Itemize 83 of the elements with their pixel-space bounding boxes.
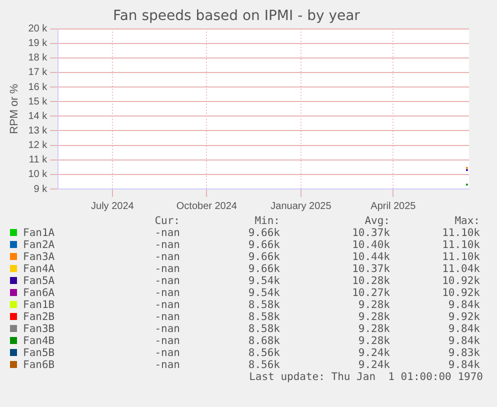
text: -nan bbox=[154, 311, 180, 323]
text: -nan bbox=[154, 335, 180, 347]
text: 9.24k bbox=[357, 347, 390, 359]
text: -nan bbox=[154, 263, 180, 275]
y-tick-label: 16 k bbox=[28, 82, 48, 93]
text: 9.54k bbox=[247, 287, 280, 299]
text: 9.24k bbox=[357, 359, 390, 371]
legend-label: Fan1A bbox=[22, 227, 56, 239]
text: -nan bbox=[154, 347, 180, 359]
text: 9.28k bbox=[357, 311, 390, 323]
text: 11.04k bbox=[441, 263, 480, 275]
text: -nan bbox=[154, 239, 180, 251]
text: 9.66k bbox=[247, 227, 280, 239]
text: 9.66k bbox=[247, 251, 280, 263]
text: 10.37k bbox=[351, 227, 390, 239]
text: 9.28k bbox=[357, 335, 390, 347]
text: 8.68k bbox=[247, 335, 280, 347]
legend-label: Fan4B bbox=[22, 335, 56, 347]
legend-label: Fan5A bbox=[22, 275, 56, 287]
y-tick-label: 10 k bbox=[28, 169, 48, 180]
legend-label: Fan3A bbox=[22, 251, 56, 263]
text: -nan bbox=[154, 359, 180, 371]
text: 8.58k bbox=[247, 323, 280, 335]
text: Last update: Thu Jan 1 01:00:00 1970 bbox=[248, 371, 483, 383]
legend-label: Fan3B bbox=[22, 323, 56, 335]
text: Avg: bbox=[364, 215, 390, 227]
y-tick-label: 13 k bbox=[28, 125, 48, 136]
legend-label: Fan6A bbox=[22, 287, 56, 299]
text: 8.56k bbox=[247, 359, 280, 371]
y-tick-label: 14 k bbox=[28, 110, 48, 122]
text: 10.92k bbox=[441, 287, 480, 299]
chart-title: Fan speeds based on IPMI - by year bbox=[113, 8, 360, 24]
text: 9.54k bbox=[247, 275, 280, 287]
text: -nan bbox=[154, 287, 180, 299]
text: 9.66k bbox=[247, 263, 280, 275]
text: -nan bbox=[154, 299, 180, 311]
legend-label: Fan2A bbox=[22, 239, 56, 251]
text: Min: bbox=[254, 215, 280, 227]
x-tick-label: January 2025 bbox=[270, 200, 332, 212]
text: 10.27k bbox=[351, 287, 390, 299]
text: 9.84k bbox=[447, 359, 480, 371]
text: 9.84k bbox=[447, 299, 480, 311]
text: 10.92k bbox=[441, 275, 480, 287]
text: 9.84k bbox=[447, 335, 480, 347]
text: 8.56k bbox=[247, 347, 280, 359]
y-tick-label: 11 k bbox=[28, 154, 48, 166]
x-tick-label: October 2024 bbox=[176, 200, 238, 212]
text: -nan bbox=[154, 251, 180, 263]
y-tick-label: 20 k bbox=[28, 24, 48, 35]
text: 11.10k bbox=[441, 239, 480, 251]
text: Cur: bbox=[154, 215, 180, 227]
text: 11.10k bbox=[441, 251, 480, 263]
y-tick-label: 15 k bbox=[28, 96, 48, 108]
legend-label: Fan1B bbox=[22, 299, 56, 311]
text: 9.28k bbox=[357, 299, 390, 311]
text: -nan bbox=[154, 275, 180, 287]
text: 10.37k bbox=[351, 263, 390, 275]
text: 8.58k bbox=[247, 311, 280, 323]
y-tick-label: 9 k bbox=[34, 184, 48, 195]
y-tick-label: 19 k bbox=[28, 38, 48, 50]
text: 11.10k bbox=[441, 227, 480, 239]
legend-label: Fan6B bbox=[22, 359, 56, 371]
text: 10.28k bbox=[351, 275, 390, 287]
text: -nan bbox=[154, 227, 180, 239]
y-tick-label: 17 k bbox=[28, 67, 48, 78]
text: 8.58k bbox=[247, 299, 280, 311]
text: 10.40k bbox=[351, 239, 390, 251]
legend-label: Fan4A bbox=[22, 263, 56, 275]
y-tick-label: 12 k bbox=[28, 140, 48, 152]
y-axis-title: RPM or % bbox=[8, 84, 21, 134]
text: Max: bbox=[454, 215, 480, 227]
text: 9.83k bbox=[447, 347, 480, 359]
text: 10.44k bbox=[351, 251, 390, 263]
text: 9.66k bbox=[247, 239, 280, 251]
text: 9.84k bbox=[447, 323, 480, 335]
text: -nan bbox=[154, 323, 180, 335]
legend-label: Fan2B bbox=[22, 311, 56, 323]
text: 9.92k bbox=[447, 311, 480, 323]
text: 9.28k bbox=[357, 323, 390, 335]
legend-label: Fan5B bbox=[22, 347, 56, 359]
y-tick-label: 18 k bbox=[28, 52, 48, 64]
x-tick-label: April 2025 bbox=[370, 200, 416, 212]
x-tick-label: July 2024 bbox=[91, 200, 134, 212]
